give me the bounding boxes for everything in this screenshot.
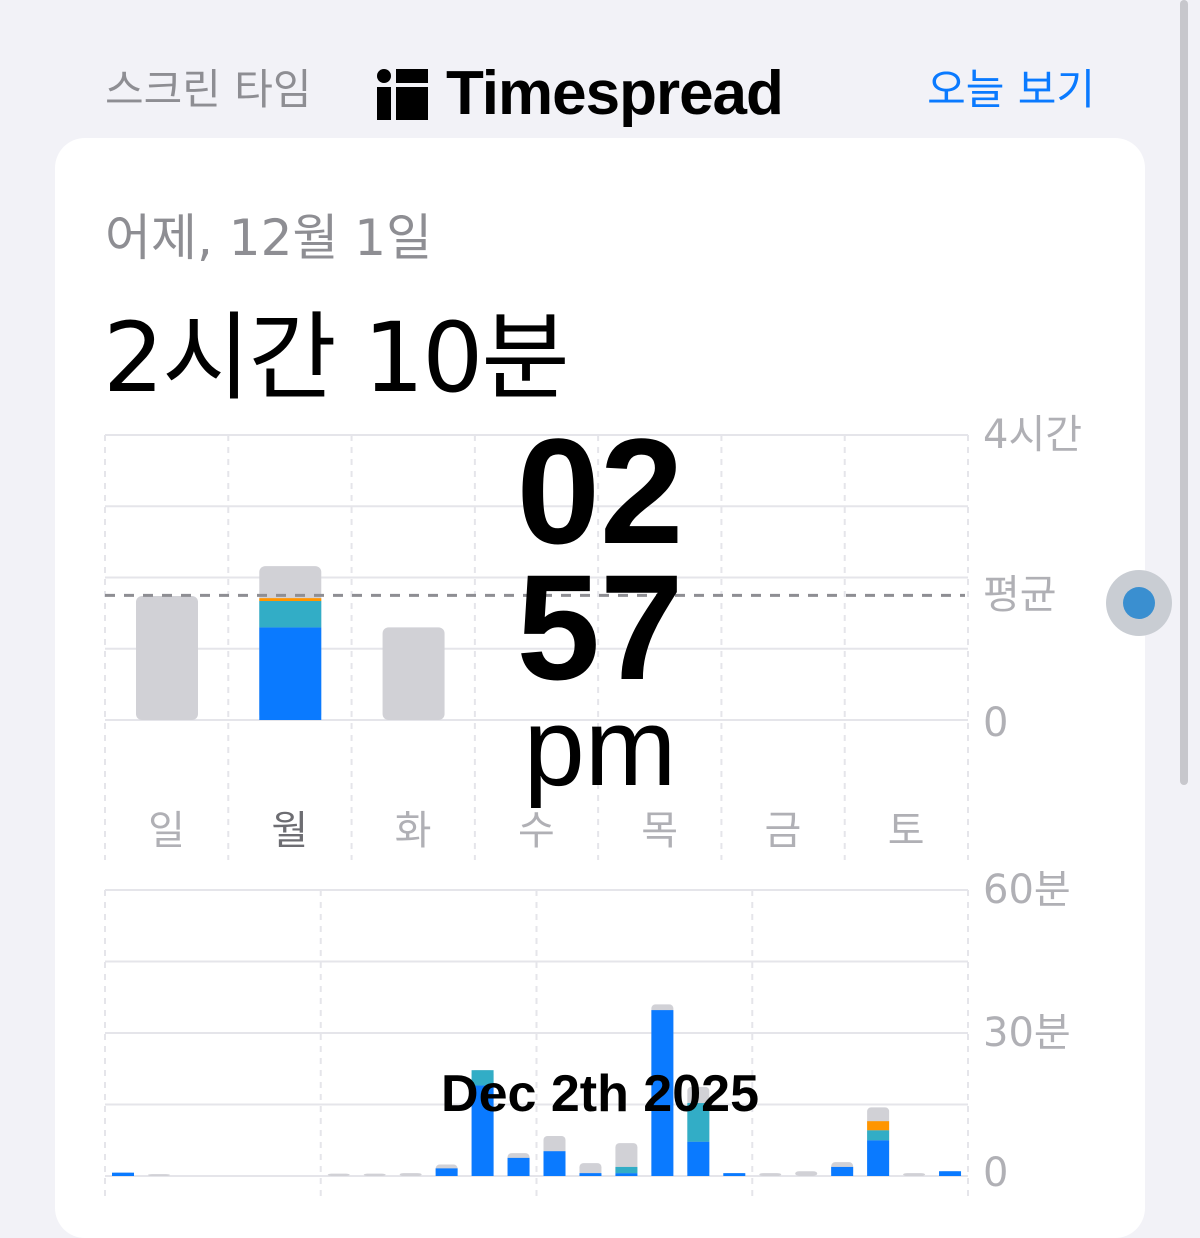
day-label[interactable]: 월: [271, 808, 309, 854]
hourly-bar-8: [399, 1173, 422, 1176]
hourly-bar-segment-teal: [687, 1103, 710, 1142]
summary-date: 어제, 12월 1일: [105, 209, 433, 267]
view-today-button[interactable]: 오늘 보기: [927, 65, 1095, 114]
hourly-bar-18: [759, 1173, 782, 1176]
hourly-bar-segment-blue: [939, 1171, 962, 1176]
overlay-date: Dec 2th 2025: [441, 1065, 759, 1123]
day-label[interactable]: 수: [517, 808, 555, 854]
logo: Timespread: [376, 58, 784, 129]
hourly-bar-segment-blue: [615, 1173, 638, 1176]
daily-bar-일: [136, 596, 198, 720]
hourly-bar-segment-blue: [471, 1085, 494, 1176]
summary-total: 2시간 10분: [103, 302, 570, 414]
daily-bar-segment-blue: [259, 627, 322, 720]
hourly-bar-segment-blue: [867, 1140, 890, 1176]
hourly-bar-segment-teal: [471, 1070, 494, 1086]
day-label[interactable]: 금: [764, 808, 802, 854]
scrollbar[interactable]: [1180, 0, 1188, 785]
hourly-y-label-zero: 0: [983, 1150, 1009, 1196]
daily-y-label-max: 4시간: [983, 412, 1083, 458]
daily-bar-segment-orange: [259, 598, 322, 602]
hourly-y-label-mid: 30분: [983, 1010, 1071, 1056]
daily-bar-화: [382, 627, 445, 720]
hourly-bar-segment-blue: [579, 1173, 602, 1176]
back-button[interactable]: 스크린 타임: [105, 65, 312, 114]
hourly-bar-22: [903, 1173, 926, 1176]
handle-dot-icon: [1123, 587, 1155, 619]
hourly-bar-7: [363, 1173, 386, 1176]
hourly-bar-segment-blue: [112, 1172, 134, 1176]
hourly-bar-6: [327, 1173, 350, 1176]
timespread-logo-icon: [377, 68, 428, 120]
clock-hour: 02: [516, 407, 684, 575]
hourly-bar-19: [795, 1171, 818, 1176]
day-label[interactable]: 화: [394, 808, 432, 854]
hourly-bar-1: [147, 1174, 170, 1176]
hourly-bar-segment-orange: [867, 1121, 890, 1131]
screen-time-card: [55, 138, 1145, 1238]
hourly-y-label-max: 60분: [983, 867, 1071, 913]
hourly-bar-segment-blue: [831, 1166, 854, 1176]
hourly-bar-segment-blue: [651, 1010, 674, 1176]
daily-y-label-average: 평균: [983, 572, 1057, 618]
floating-handle[interactable]: [1106, 570, 1172, 636]
hourly-bar-segment-teal: [615, 1166, 638, 1174]
hourly-bar-segment-blue: [687, 1141, 710, 1176]
hourly-bar-segment-blue: [435, 1168, 458, 1176]
day-label[interactable]: 일: [148, 808, 185, 854]
hourly-bar-segment-blue: [543, 1151, 566, 1176]
hourly-bar-13: [579, 1163, 602, 1176]
daily-y-label-zero: 0: [983, 700, 1009, 746]
day-label[interactable]: 목: [641, 808, 679, 854]
daily-bar-segment-teal: [259, 601, 322, 628]
logo-text: Timespread: [446, 59, 784, 128]
hourly-bar-segment-teal: [867, 1130, 890, 1141]
hourly-bar-segment-blue: [723, 1173, 746, 1176]
clock-ampm: pm: [523, 686, 677, 809]
daily-chart[interactable]: [0, 0, 1200, 1200]
day-label[interactable]: 토: [887, 808, 925, 854]
hourly-bar-segment-blue: [507, 1157, 530, 1176]
clock-minute: 57: [516, 543, 684, 711]
